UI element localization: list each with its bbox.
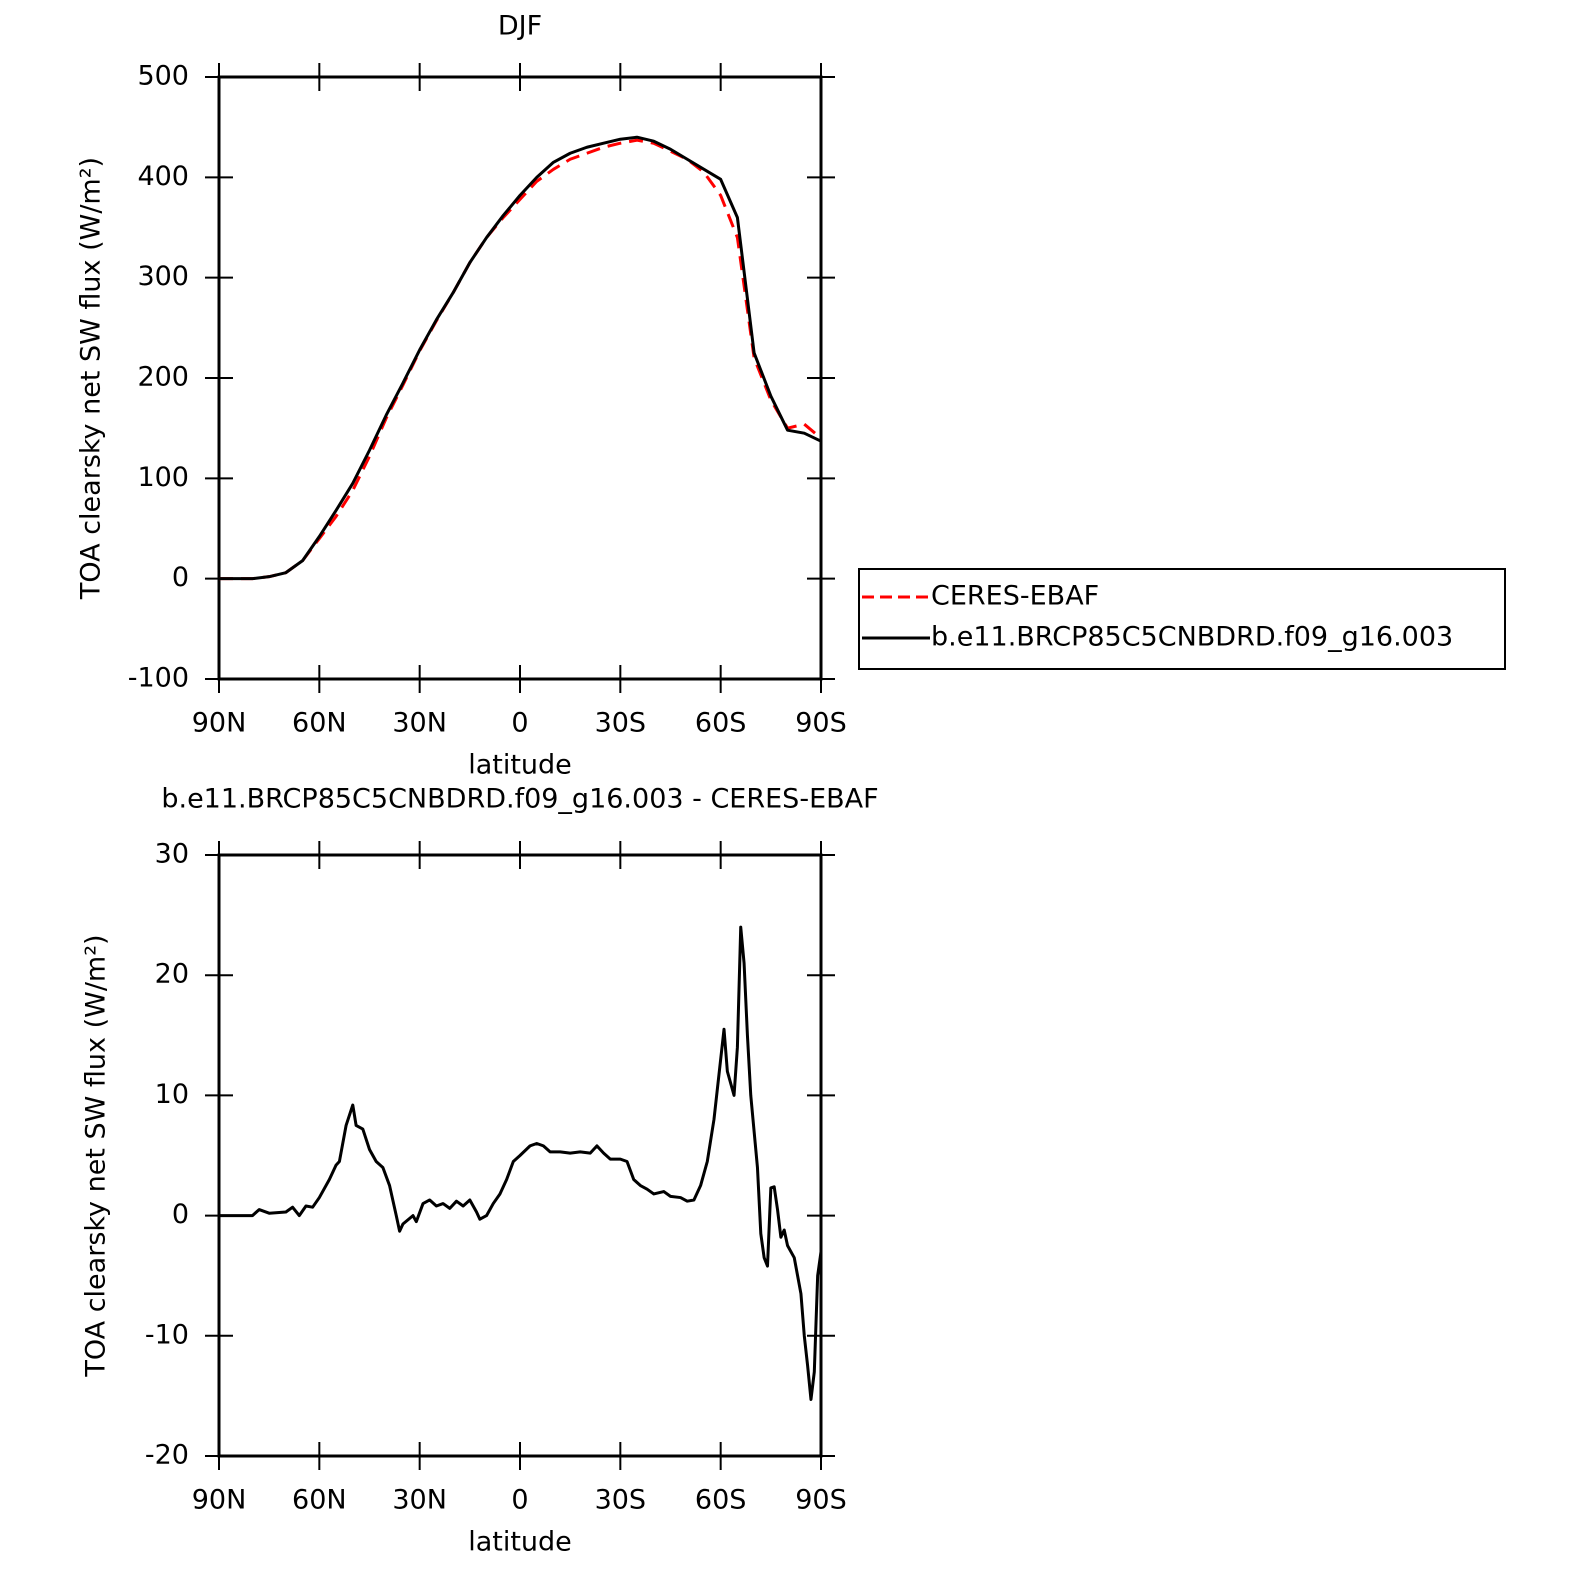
x-tick-label: 0 — [511, 1485, 528, 1516]
data-line — [219, 138, 822, 581]
x-tick-label: 90N — [192, 708, 247, 739]
y-tick-label: 0 — [172, 1199, 189, 1230]
x-tick-label: 90S — [795, 1485, 847, 1516]
plot-frame — [217, 75, 823, 681]
y-tick-label: 300 — [137, 261, 189, 292]
x-tick-label: 60N — [292, 1485, 347, 1516]
y-tick-label: -20 — [145, 1440, 189, 1471]
y-tick-label: 20 — [155, 959, 189, 990]
x-tick-label: 30S — [595, 708, 647, 739]
y-tick-label: 400 — [137, 161, 189, 192]
x-tick-label: 60S — [695, 708, 747, 739]
x-tick-label: 0 — [511, 708, 528, 739]
y-tick-label: 100 — [137, 462, 189, 493]
y-axis-label: TOA clearsky net SW flux (W/m²) — [81, 934, 112, 1377]
y-tick-label: 30 — [155, 839, 189, 870]
x-tick-label: 30N — [392, 1485, 447, 1516]
y-tick-label: 200 — [137, 362, 189, 393]
x-tick-label: 60N — [292, 708, 347, 739]
x-tick-label: 90S — [795, 708, 847, 739]
y-axis-label: TOA clearsky net SW flux (W/m²) — [76, 157, 107, 600]
x-tick-label: 90N — [192, 1485, 247, 1516]
legend-label: b.e11.BRCP85C5CNBDRD.f09_g16.003 — [931, 622, 1453, 653]
x-tick-label: 60S — [695, 1485, 747, 1516]
chart-title: DJF — [498, 11, 542, 42]
legend-box — [858, 568, 1506, 670]
x-tick-label: 30N — [392, 708, 447, 739]
data-line — [219, 135, 822, 581]
y-tick-label: 0 — [172, 562, 189, 593]
legend-label: CERES-EBAF — [931, 581, 1099, 612]
y-tick-label: -10 — [145, 1319, 189, 1350]
x-tick-label: 30S — [595, 1485, 647, 1516]
x-axis-label: latitude — [468, 1527, 572, 1558]
x-axis-label: latitude — [468, 750, 572, 781]
data-line — [219, 925, 823, 1402]
y-tick-label: -100 — [128, 663, 189, 694]
y-tick-label: 10 — [155, 1079, 189, 1110]
chart-title: b.e11.BRCP85C5CNBDRD.f09_g16.003 - CERES… — [161, 784, 878, 815]
y-tick-label: 500 — [137, 61, 189, 92]
